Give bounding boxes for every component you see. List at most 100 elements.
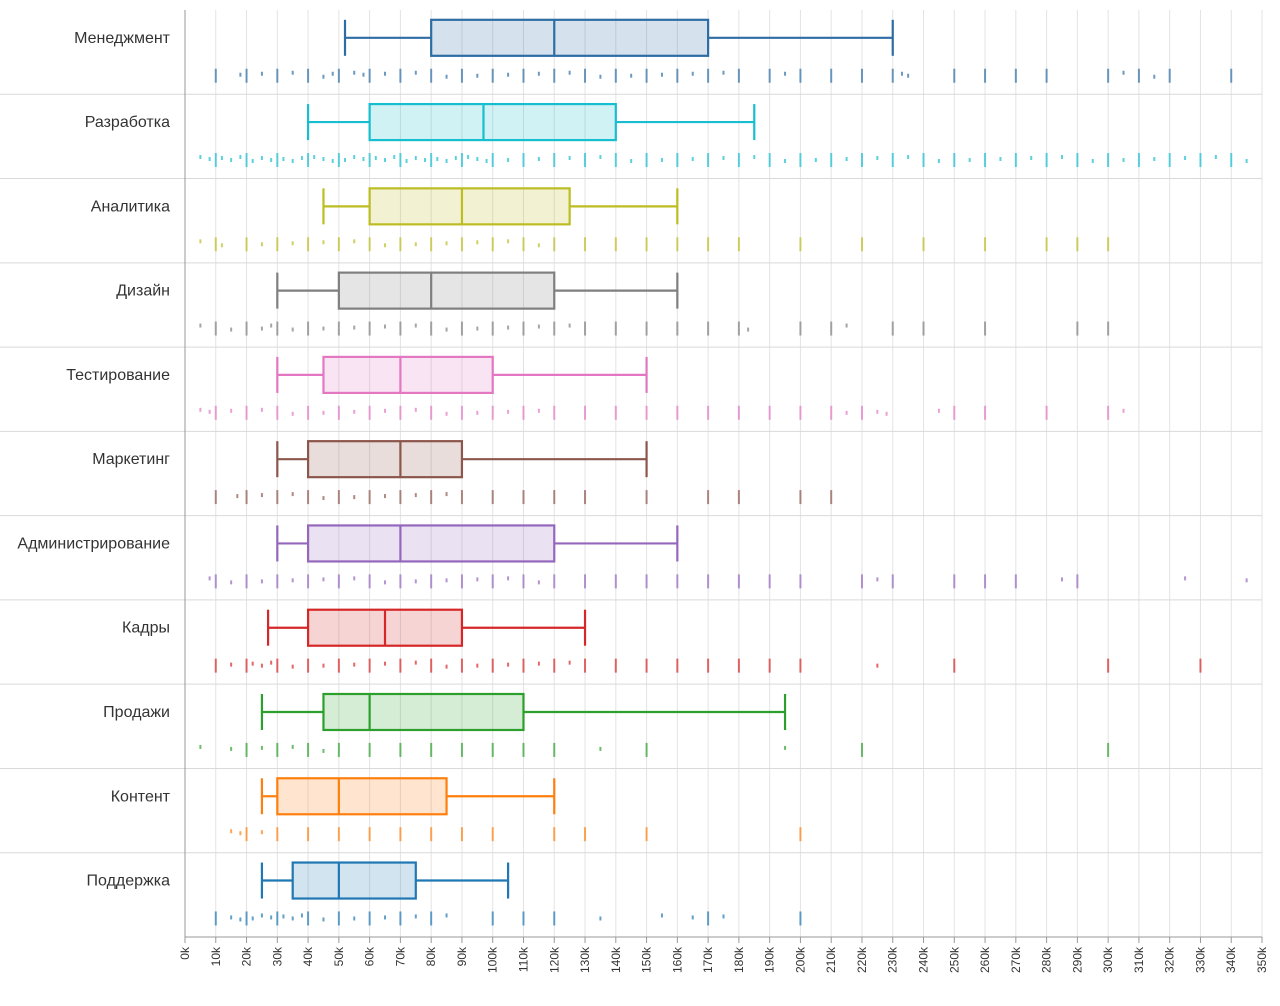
data-point (214, 490, 217, 505)
data-point (230, 829, 233, 834)
data-point (1076, 153, 1079, 168)
data-point (1107, 658, 1110, 673)
data-point (353, 409, 356, 414)
data-point (399, 68, 402, 83)
data-point (445, 913, 448, 918)
x-tick-label: 310k (1132, 946, 1146, 973)
data-point (476, 73, 479, 78)
box-4 (276, 355, 648, 395)
data-point (937, 408, 940, 413)
data-point (230, 327, 233, 332)
data-point (331, 159, 334, 164)
data-point (1230, 153, 1233, 168)
data-point (691, 157, 694, 162)
data-point (260, 493, 263, 498)
data-point (645, 574, 648, 589)
data-point (1060, 155, 1063, 160)
data-point (307, 574, 310, 589)
data-point (722, 70, 725, 75)
data-point (414, 493, 417, 498)
data-point (737, 68, 740, 83)
x-tick-label: 80k (424, 946, 438, 966)
data-point (860, 68, 863, 83)
data-point (584, 574, 587, 589)
x-tick-label: 110k (516, 946, 530, 972)
data-point (445, 159, 448, 164)
data-point (984, 68, 987, 83)
x-tick-label: 350k (1255, 946, 1269, 973)
data-point (414, 156, 417, 161)
x-tick-label: 180k (732, 946, 746, 973)
data-point (414, 660, 417, 665)
x-tick-label: 260k (978, 946, 992, 973)
data-point (1184, 156, 1187, 161)
data-point (230, 158, 233, 163)
data-point (245, 658, 248, 673)
data-point (399, 405, 402, 420)
data-point (270, 915, 273, 920)
data-point (814, 158, 817, 163)
data-point (276, 911, 279, 926)
data-point (645, 490, 648, 505)
data-point (537, 324, 540, 329)
data-point (322, 748, 325, 753)
data-point (1153, 74, 1156, 79)
data-point (384, 915, 387, 920)
data-point (307, 742, 310, 757)
data-point (860, 153, 863, 168)
data-point (707, 658, 710, 673)
data-point (368, 658, 371, 673)
data-point (208, 409, 211, 414)
data-point (553, 827, 556, 842)
data-point (307, 237, 310, 252)
data-point (491, 490, 494, 505)
data-point (584, 153, 587, 168)
data-point (937, 159, 940, 164)
data-point (1030, 156, 1033, 161)
boxes (260, 18, 894, 900)
data-point (907, 155, 910, 160)
x-tick-label: 290k (1070, 946, 1084, 973)
data-point (353, 495, 356, 500)
data-point (784, 159, 787, 164)
data-point (522, 153, 525, 168)
data-point (830, 490, 833, 505)
data-point (599, 916, 602, 921)
data-point (384, 243, 387, 248)
data-point (344, 158, 347, 163)
data-point (553, 237, 556, 252)
data-point (768, 658, 771, 673)
data-point (522, 658, 525, 673)
data-point (984, 405, 987, 420)
data-point (362, 72, 365, 77)
data-point (430, 827, 433, 842)
x-tick-label: 130k (578, 946, 592, 973)
data-point (1014, 574, 1017, 589)
data-point (384, 71, 387, 76)
data-point (245, 490, 248, 505)
data-point (584, 237, 587, 252)
data-point (491, 405, 494, 420)
data-point (445, 578, 448, 583)
data-point (430, 911, 433, 926)
data-point (214, 321, 217, 336)
data-point (676, 237, 679, 252)
data-point (1153, 157, 1156, 162)
data-point (245, 742, 248, 757)
data-point (907, 73, 910, 78)
data-point (537, 408, 540, 413)
data-point (860, 742, 863, 757)
data-point (430, 68, 433, 83)
data-point (1014, 153, 1017, 168)
data-point (922, 153, 925, 168)
x-tick-label: 100k (486, 946, 500, 973)
data-point (707, 911, 710, 926)
data-point (491, 237, 494, 252)
data-point (245, 405, 248, 420)
box-0 (343, 18, 894, 57)
x-tick-label: 60k (363, 946, 377, 966)
data-point (399, 153, 402, 168)
data-point (522, 68, 525, 83)
data-point (399, 237, 402, 252)
